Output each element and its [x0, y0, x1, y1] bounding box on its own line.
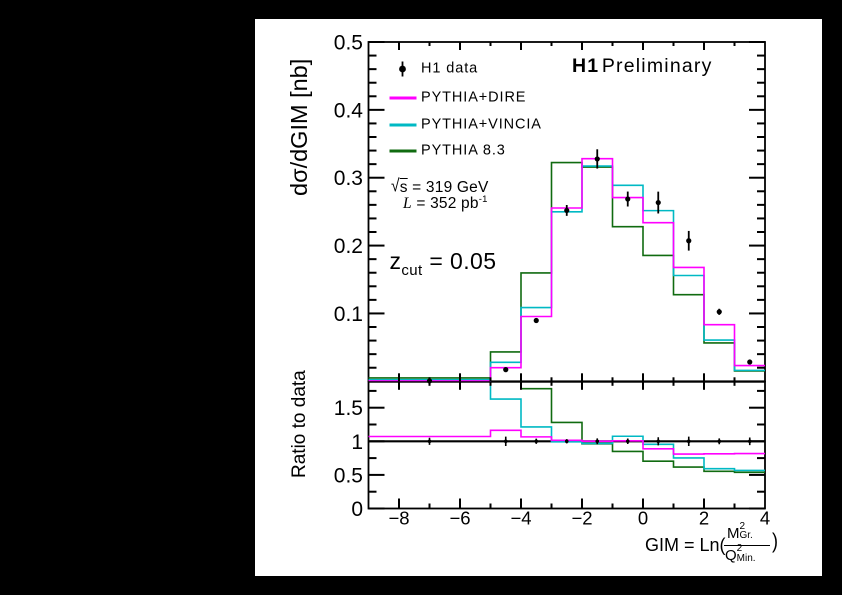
ratio-data-point: [564, 439, 569, 444]
ratio-data-point: [595, 439, 600, 444]
data-marker-icon: [399, 61, 406, 77]
fraction-denominator: Q 2 Min.: [725, 543, 756, 565]
luminosity-annotation: L = 352 pb-1: [403, 193, 488, 212]
ratio-y-tick-label: 1: [351, 431, 363, 454]
plot-canvas: 0.1 0.2 0.3 0.4 0.5 0 0.5 1 1.5 −8 −6 −4 −2 0 2 4 H1 da…: [255, 19, 822, 576]
zcut-annotation: zcut = 0.05: [389, 247, 497, 279]
ratio-series-group: [368, 381, 765, 474]
ratio-data-point: [625, 439, 630, 444]
fraction-numerator: M 2 Gr.: [727, 521, 753, 542]
x-title-fraction: M 2 Gr. Q 2 Min.: [724, 521, 770, 567]
x-tick-label: 4: [760, 508, 770, 529]
ratio-curve-PYTHIA+DIRE: [368, 429, 765, 455]
main-curve-PYTHIA+DIRE: [368, 157, 765, 382]
data-point: [564, 207, 570, 214]
main-y-tick-label: 0.2: [334, 235, 363, 258]
main-y-axis-title: dσ/dGIM [nb]: [286, 58, 312, 196]
legend-label-pythia83: PYTHIA 8.3: [421, 141, 506, 158]
dire-line-icon: [389, 96, 417, 100]
main-y-tick-label: 0.1: [334, 303, 363, 326]
ratio-y-tick-label: 0.5: [334, 464, 363, 487]
main-series-group: [368, 157, 765, 382]
data-point: [747, 359, 753, 365]
pythia83-line-icon: [389, 149, 417, 152]
ratio-data-point: [534, 439, 539, 444]
sqrt-s-annotation: √s = 319 GeV: [391, 175, 489, 196]
ratio-frame: [367, 380, 766, 510]
ratio-data-point: [717, 439, 722, 444]
x-tick-label: −6: [449, 508, 470, 529]
ratio-curve-PYTHIA 8.3: [520, 381, 765, 474]
ticks: [368, 41, 765, 510]
tick-labels: 0.1 0.2 0.3 0.4 0.5 0 0.5 1 1.5 −8 −6 −4 −2 0 2 4: [334, 32, 770, 529]
data-point: [686, 238, 692, 244]
main-y-tick-label: 0.4: [334, 99, 364, 122]
data-point: [533, 317, 539, 324]
preliminary-text: Preliminary: [601, 54, 713, 77]
x-tick-label: −8: [388, 508, 409, 529]
data-point: [625, 196, 631, 202]
ratio-curve-PYTHIA+VINCIA: [489, 381, 765, 472]
legend-label-h1-data: H1 data: [421, 60, 479, 77]
ratio-y-tick-label: 0: [351, 498, 363, 521]
fraction-bar: [724, 545, 770, 547]
ratio-data-point: [656, 439, 661, 444]
data-points-main: [426, 149, 753, 384]
data-point: [655, 199, 661, 206]
h1-logo-text: H1: [572, 54, 600, 77]
main-y-tick-label: 0.5: [334, 32, 363, 55]
main-y-tick-label: 0.3: [334, 167, 363, 190]
x-tick-label: −4: [510, 508, 531, 529]
vincia-line-icon: [389, 123, 417, 126]
x-tick-label: 2: [699, 508, 709, 529]
data-point: [716, 309, 722, 315]
ratio-data-point: [503, 439, 508, 444]
ratio-y-tick-label: 1.5: [334, 397, 363, 420]
ratio-y-axis-title: Ratio to data: [289, 370, 310, 478]
legend-label-dire: PYTHIA+DIRE: [421, 89, 527, 106]
data-point: [594, 156, 600, 162]
h1-preliminary-label: H1 Preliminary: [572, 55, 713, 78]
x-tick-label: −2: [571, 508, 592, 529]
data-point: [503, 367, 509, 373]
legend-label-vincia: PYTHIA+VINCIA: [421, 115, 542, 132]
ratio-data-point: [686, 439, 691, 444]
x-tick-label: 0: [638, 508, 648, 529]
marker-dot: [399, 65, 406, 73]
ratio-data-point: [427, 439, 432, 444]
